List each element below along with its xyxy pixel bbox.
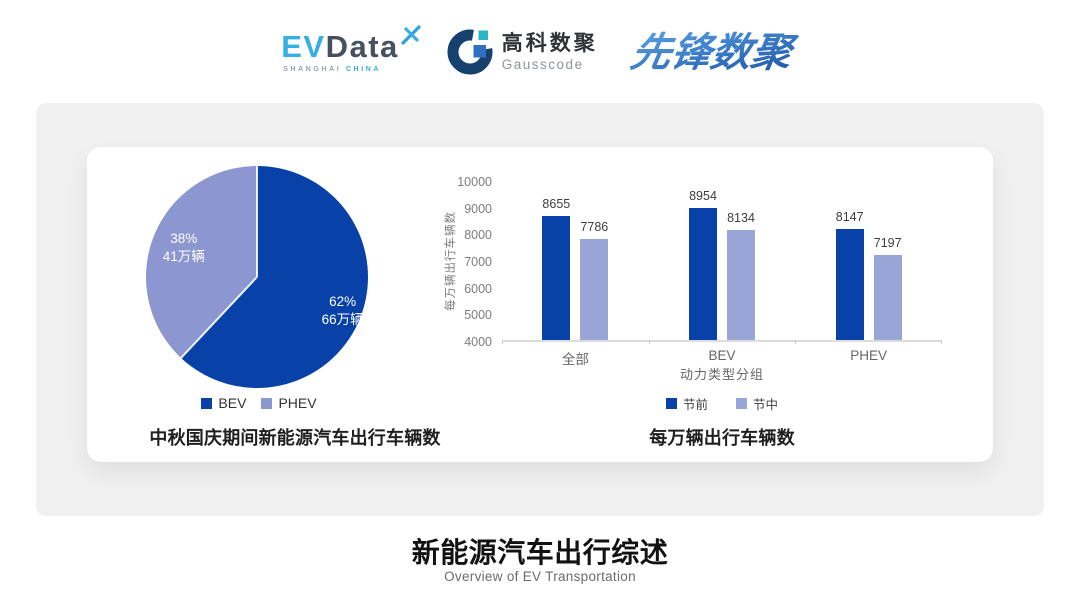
legend-label: 节前 xyxy=(682,398,708,412)
y-tick-label: 7000 xyxy=(464,255,492,269)
bar xyxy=(873,254,902,340)
gausscode-text: 高科数聚 Gausscode xyxy=(502,32,598,71)
y-tick-label: 8000 xyxy=(464,228,492,243)
evdata-star-icon xyxy=(401,25,421,45)
bar xyxy=(835,229,864,340)
legend-swatch-icon xyxy=(261,397,273,409)
pie-slice-label: 62% 66万辆 xyxy=(321,293,364,327)
legend-label: BEV xyxy=(218,395,247,411)
legend-swatch-icon xyxy=(665,398,677,409)
evdata-tagline: SHANGHAI CHINA xyxy=(281,66,381,73)
y-tick-label: 6000 xyxy=(464,281,492,296)
pie-legend: BEV PHEV xyxy=(87,395,431,411)
bar-plot: 每万辆出行车辆数 动力类型分组 4000 5000 6000 7000 8000 9000… xyxy=(445,175,942,382)
bar-value-label: 7197 xyxy=(873,235,902,250)
bar xyxy=(727,229,755,340)
x-tick-mark xyxy=(795,340,797,344)
pie-slice-separator xyxy=(256,166,258,277)
legend-swatch-icon xyxy=(201,397,213,409)
category-label: BEV xyxy=(708,348,736,363)
x-tick-mark xyxy=(502,340,503,344)
bar-x-axis-title: 动力类型分组 xyxy=(679,367,764,382)
gausscode-logo: 高科数聚 Gausscode xyxy=(447,29,598,75)
pie-chart-caption: 中秋国庆期间新能源汽车出行车辆数 xyxy=(149,428,441,448)
header-logos: EV Data SHANGHAI CHINA 高科数聚 Gausscode xyxy=(0,20,1080,84)
y-tick-label: 5000 xyxy=(464,308,492,323)
pie-slice-label: 38% 41万辆 xyxy=(162,230,205,264)
y-tick-label: 10000 xyxy=(457,175,492,189)
category-label: 全部 xyxy=(561,352,589,367)
gausscode-g-icon xyxy=(447,29,493,75)
pioneer-logo-text: 先锋数聚 xyxy=(627,30,799,75)
legend-item: BEV xyxy=(201,395,246,411)
evdata-logo: EV Data SHANGHAI CHINA xyxy=(281,25,421,73)
legend-item: 节前 xyxy=(665,394,708,413)
page-subtitle: Overview of EV Transportation xyxy=(444,569,636,584)
bar-value-label: 7786 xyxy=(580,220,609,235)
y-tick-label: 9000 xyxy=(464,201,492,216)
charts-card: 62% 66万辆 38% 41万辆 BEV PHEV 中秋国庆期间新能源汽车出行车辆数 … xyxy=(87,147,993,462)
evdata-wordmark: EV Data xyxy=(281,25,421,64)
legend-item: 节中 xyxy=(736,394,778,413)
bar-value-label: 8655 xyxy=(542,196,571,211)
legend-item: PHEV xyxy=(261,395,317,411)
bar-legend: 节前 节中 xyxy=(502,394,942,413)
bar-chart-caption: 每万辆出行车辆数 xyxy=(649,428,795,448)
page-title: 新能源汽车出行综述 xyxy=(411,537,669,568)
x-tick-mark xyxy=(648,340,650,344)
bar xyxy=(580,239,609,340)
bar-value-label: 8147 xyxy=(835,210,864,225)
bar xyxy=(689,207,717,340)
y-tick-label: 4000 xyxy=(464,335,492,349)
evdata-tagline-china: CHINA xyxy=(345,66,382,73)
gausscode-name-cn: 高科数聚 xyxy=(501,32,598,56)
pie-slice-separator xyxy=(180,276,258,359)
legend-label: PHEV xyxy=(278,395,317,411)
gausscode-name-en: Gausscode xyxy=(501,56,584,72)
bar-value-label: 8134 xyxy=(727,210,755,225)
bar-value-label: 8954 xyxy=(689,188,717,203)
evdata-tagline-shanghai: SHANGHAI xyxy=(283,66,342,73)
bar-y-axis-title: 每万辆出行车辆数 xyxy=(445,211,457,311)
pie-chart: 62% 66万辆 38% 41万辆 xyxy=(146,166,368,388)
bar xyxy=(542,215,571,340)
evdata-text-data: Data xyxy=(325,29,399,64)
legend-swatch-icon xyxy=(736,398,747,409)
category-label: PHEV xyxy=(850,348,888,363)
pioneer-logo: 先锋数聚 xyxy=(624,26,799,78)
evdata-text-ev: EV xyxy=(281,29,326,64)
content-panel: 62% 66万辆 38% 41万辆 BEV PHEV 中秋国庆期间新能源汽车出行车辆数 … xyxy=(36,103,1044,516)
legend-label: 节中 xyxy=(753,398,779,412)
x-tick-mark xyxy=(941,340,942,344)
